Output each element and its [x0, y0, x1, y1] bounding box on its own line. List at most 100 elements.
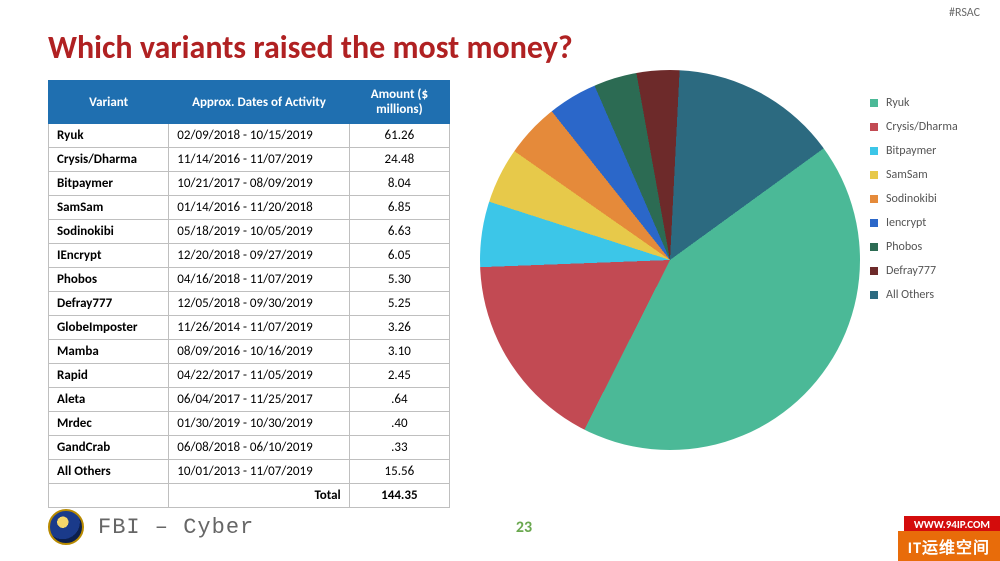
fbi-seal-icon [48, 509, 84, 545]
cell-dates: 06/08/2018 - 06/10/2019 [169, 436, 349, 460]
org-label: FBI – Cyber [98, 515, 254, 540]
table-row: All Others10/01/2013 - 11/07/201915.56 [49, 460, 450, 484]
table-row: Crysis/Dharma11/14/2016 - 11/07/201924.4… [49, 148, 450, 172]
cell-amount: .40 [349, 412, 449, 436]
col-dates: Approx. Dates of Activity [169, 81, 349, 124]
hashtag-label: #RSAC [949, 6, 980, 20]
legend-label: Phobos [886, 240, 922, 254]
cell-amount: 61.26 [349, 124, 449, 148]
legend-item: Bitpaymer [870, 144, 958, 158]
cell-dates: 04/16/2018 - 11/07/2019 [169, 268, 349, 292]
table-row: Aleta06/04/2017 - 11/25/2017.64 [49, 388, 450, 412]
cell-amount: 6.85 [349, 196, 449, 220]
cell-amount: .33 [349, 436, 449, 460]
cell-variant: Phobos [49, 268, 169, 292]
cell-dates: 04/22/2017 - 11/05/2019 [169, 364, 349, 388]
legend-swatch-icon [870, 147, 878, 155]
legend-item: Iencrypt [870, 216, 958, 230]
cell-dates: 11/14/2016 - 11/07/2019 [169, 148, 349, 172]
legend-label: Defray777 [886, 264, 936, 278]
cell-variant: Aleta [49, 388, 169, 412]
table-row: IEncrypt12/20/2018 - 09/27/20196.05 [49, 244, 450, 268]
cell-dates: 06/04/2017 - 11/25/2017 [169, 388, 349, 412]
slide-title: Which variants raised the most money? [48, 28, 573, 67]
table-row: GandCrab06/08/2018 - 06/10/2019.33 [49, 436, 450, 460]
cell-dates: 12/20/2018 - 09/27/2019 [169, 244, 349, 268]
cell-dates: 12/05/2018 - 09/30/2019 [169, 292, 349, 316]
cell-amount: .64 [349, 388, 449, 412]
cell-dates: 02/09/2018 - 10/15/2019 [169, 124, 349, 148]
table-row: Mamba08/09/2016 - 10/16/20193.10 [49, 340, 450, 364]
cell-variant: Mrdec [49, 412, 169, 436]
table-row: SamSam01/14/2016 - 11/20/20186.85 [49, 196, 450, 220]
cell-amount: 2.45 [349, 364, 449, 388]
cell-variant: Crysis/Dharma [49, 148, 169, 172]
cell-variant: GandCrab [49, 436, 169, 460]
cell-amount: 8.04 [349, 172, 449, 196]
legend-swatch-icon [870, 123, 878, 131]
variants-table: Variant Approx. Dates of Activity Amount… [48, 80, 450, 508]
legend-swatch-icon [870, 99, 878, 107]
legend-swatch-icon [870, 243, 878, 251]
table-row: GlobeImposter11/26/2014 - 11/07/20193.26 [49, 316, 450, 340]
cell-variant: Defray777 [49, 292, 169, 316]
table-row: Rapid04/22/2017 - 11/05/20192.45 [49, 364, 450, 388]
legend-swatch-icon [870, 195, 878, 203]
cell-dates: 10/21/2017 - 08/09/2019 [169, 172, 349, 196]
table-row: Ryuk02/09/2018 - 10/15/201961.26 [49, 124, 450, 148]
cell-amount: 5.25 [349, 292, 449, 316]
legend-swatch-icon [870, 219, 878, 227]
legend-item: Crysis/Dharma [870, 120, 958, 134]
legend-label: Ryuk [886, 96, 910, 110]
slide-footer: FBI – Cyber 23 RSAC [48, 509, 1000, 545]
table-row: Bitpaymer10/21/2017 - 08/09/20198.04 [49, 172, 450, 196]
table-row: Defray77712/05/2018 - 09/30/20195.25 [49, 292, 450, 316]
cell-variant: Rapid [49, 364, 169, 388]
table-row: Phobos04/16/2018 - 11/07/20195.30 [49, 268, 450, 292]
legend-label: Sodinokibi [886, 192, 937, 206]
cell-dates: 11/26/2014 - 11/07/2019 [169, 316, 349, 340]
cell-variant: Bitpaymer [49, 172, 169, 196]
table-row: Mrdec01/30/2019 - 10/30/2019.40 [49, 412, 450, 436]
legend-item: Sodinokibi [870, 192, 958, 206]
page-number: 23 [516, 518, 532, 537]
cell-variant: GlobeImposter [49, 316, 169, 340]
cell-amount: 5.30 [349, 268, 449, 292]
table-total-row: Total144.35 [49, 484, 450, 508]
legend-item: Ryuk [870, 96, 958, 110]
table-row: Sodinokibi05/18/2019 - 10/05/20196.63 [49, 220, 450, 244]
cell-amount: 3.10 [349, 340, 449, 364]
cell-variant: SamSam [49, 196, 169, 220]
legend-item: Phobos [870, 240, 958, 254]
legend-label: Crysis/Dharma [886, 120, 958, 134]
cell-dates: 01/14/2016 - 11/20/2018 [169, 196, 349, 220]
cell-amount: 6.63 [349, 220, 449, 244]
legend-label: All Others [886, 288, 934, 302]
cell-variant: IEncrypt [49, 244, 169, 268]
cell-variant: Ryuk [49, 124, 169, 148]
cell-amount: 24.48 [349, 148, 449, 172]
cell-variant: Mamba [49, 340, 169, 364]
cell-amount: 3.26 [349, 316, 449, 340]
cell-empty [49, 484, 169, 508]
watermark-brand: IT运维空间 [898, 531, 1000, 561]
pie-legend: Ryuk Crysis/Dharma Bitpaymer SamSam Sodinoki… [870, 96, 958, 312]
cell-dates: 01/30/2019 - 10/30/2019 [169, 412, 349, 436]
legend-label: SamSam [886, 168, 928, 182]
legend-label: Iencrypt [886, 216, 926, 230]
cell-dates: 08/09/2016 - 10/16/2019 [169, 340, 349, 364]
cell-amount: 15.56 [349, 460, 449, 484]
legend-swatch-icon [870, 171, 878, 179]
pie-chart [480, 70, 860, 450]
legend-item: SamSam [870, 168, 958, 182]
col-amount: Amount ($ millions) [349, 81, 449, 124]
legend-swatch-icon [870, 291, 878, 299]
cell-variant: Sodinokibi [49, 220, 169, 244]
cell-dates: 05/18/2019 - 10/05/2019 [169, 220, 349, 244]
legend-item: All Others [870, 288, 958, 302]
legend-item: Defray777 [870, 264, 958, 278]
cell-dates: 10/01/2013 - 11/07/2019 [169, 460, 349, 484]
legend-label: Bitpaymer [886, 144, 936, 158]
cell-amount: 6.05 [349, 244, 449, 268]
cell-total-value: 144.35 [349, 484, 449, 508]
